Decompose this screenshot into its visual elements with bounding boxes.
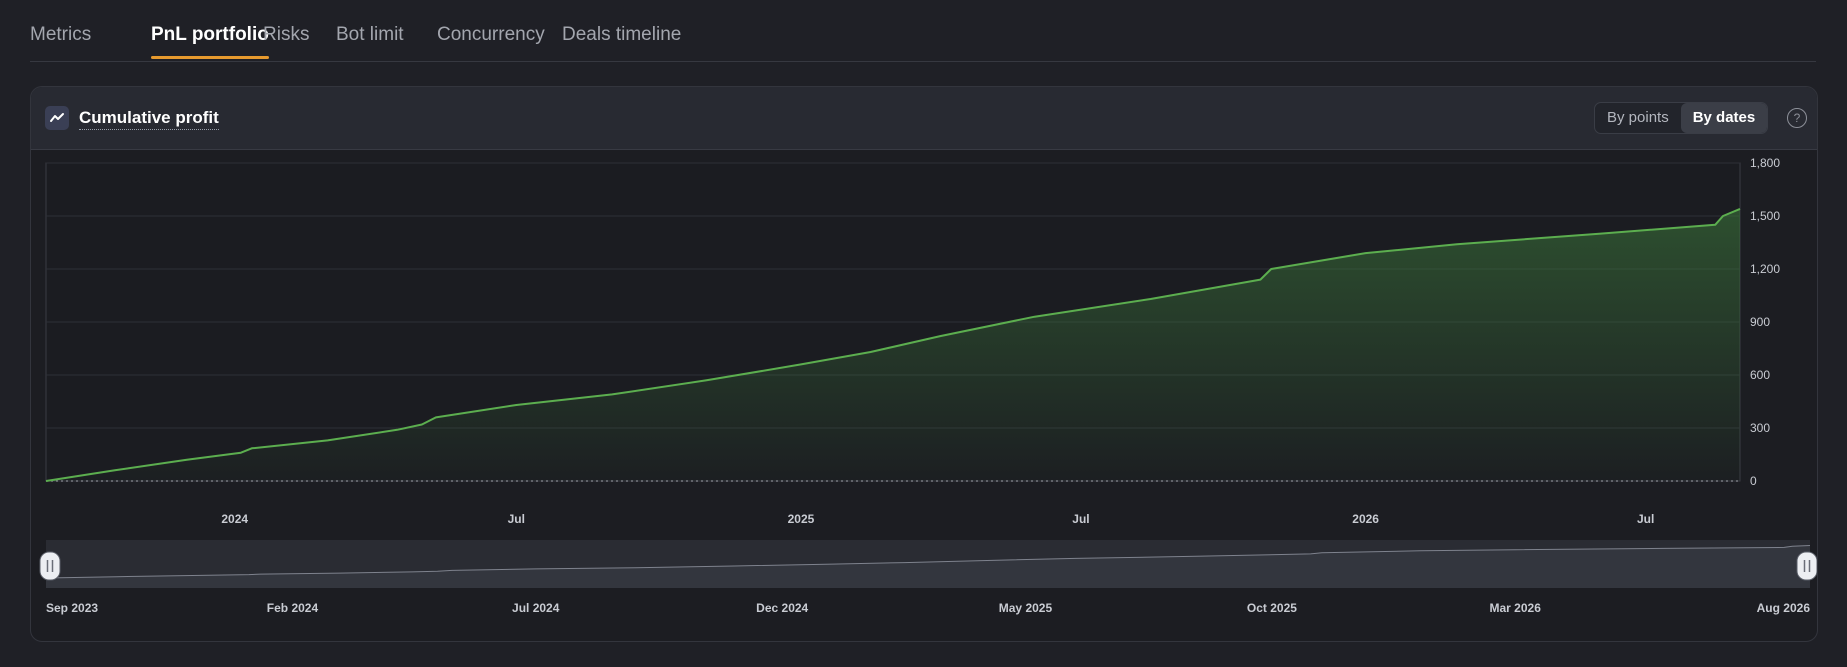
y-tick-label: 1,500 (1750, 209, 1780, 223)
tab-metrics[interactable]: Metrics (30, 24, 92, 45)
active-tab-indicator (151, 56, 269, 59)
navigator-left-handle[interactable] (39, 551, 61, 581)
navigator-label: Feb 2024 (267, 601, 319, 615)
x-tick-label: Jul (508, 512, 525, 526)
navigator-label: Sep 2023 (46, 601, 98, 615)
navigator-label: Oct 2025 (1247, 601, 1297, 615)
y-tick-label: 900 (1750, 315, 1770, 329)
x-tick-label: 2026 (1352, 512, 1379, 526)
y-tick-label: 600 (1750, 368, 1770, 382)
card-header: Cumulative profit By points By dates ? (31, 87, 1817, 150)
tab-bot-limit[interactable]: Bot limit (336, 24, 404, 45)
x-tick-label: Jul (1072, 512, 1089, 526)
navigator-label: Aug 2026 (1757, 601, 1811, 615)
line-chart-icon (45, 106, 69, 130)
navigator-label: May 2025 (999, 601, 1053, 615)
cumulative-profit-chart: 0 300 600 900 1,200 1,500 1,800 2024 Jul 2025 Jul… (39, 156, 1817, 615)
navigator-label: Jul 2024 (512, 601, 560, 615)
help-icon[interactable]: ? (1787, 108, 1807, 128)
y-tick-label: 300 (1750, 421, 1770, 435)
x-tick-label: 2024 (221, 512, 248, 526)
navigator-label: Dec 2024 (756, 601, 808, 615)
navigator-right-handle[interactable] (1796, 551, 1817, 581)
navigator-label: Mar 2026 (1490, 601, 1542, 615)
y-tick-label: 1,800 (1750, 156, 1780, 170)
tab-pnl-portfolio[interactable]: PnL portfolio (151, 24, 269, 45)
cumulative-profit-card: Cumulative profit By points By dates ? 0… (30, 86, 1818, 642)
profit-line (45, 207, 1741, 482)
by-dates-button[interactable]: By dates (1680, 103, 1768, 133)
y-tick-label: 1,200 (1750, 262, 1780, 276)
card-title[interactable]: Cumulative profit (79, 108, 219, 130)
by-points-button[interactable]: By points (1607, 109, 1669, 126)
x-tick-label: 2025 (788, 512, 815, 526)
navigator-area (46, 545, 1810, 588)
tab-deals-timeline[interactable]: Deals timeline (562, 24, 682, 45)
tab-risks[interactable]: Risks (263, 24, 310, 45)
x-tick-label: Jul (1637, 512, 1654, 526)
y-tick-label: 0 (1750, 474, 1757, 488)
tab-concurrency[interactable]: Concurrency (437, 24, 545, 45)
view-mode-toggle: By points By dates (1594, 102, 1769, 134)
tab-bar: Metrics PnL portfolio Risks Bot limit Co… (30, 0, 1816, 62)
navigator-line (45, 545, 1811, 579)
range-navigator: Sep 2023 Feb 2024 Jul 2024 Dec 2024 May 2025… (39, 540, 1817, 615)
